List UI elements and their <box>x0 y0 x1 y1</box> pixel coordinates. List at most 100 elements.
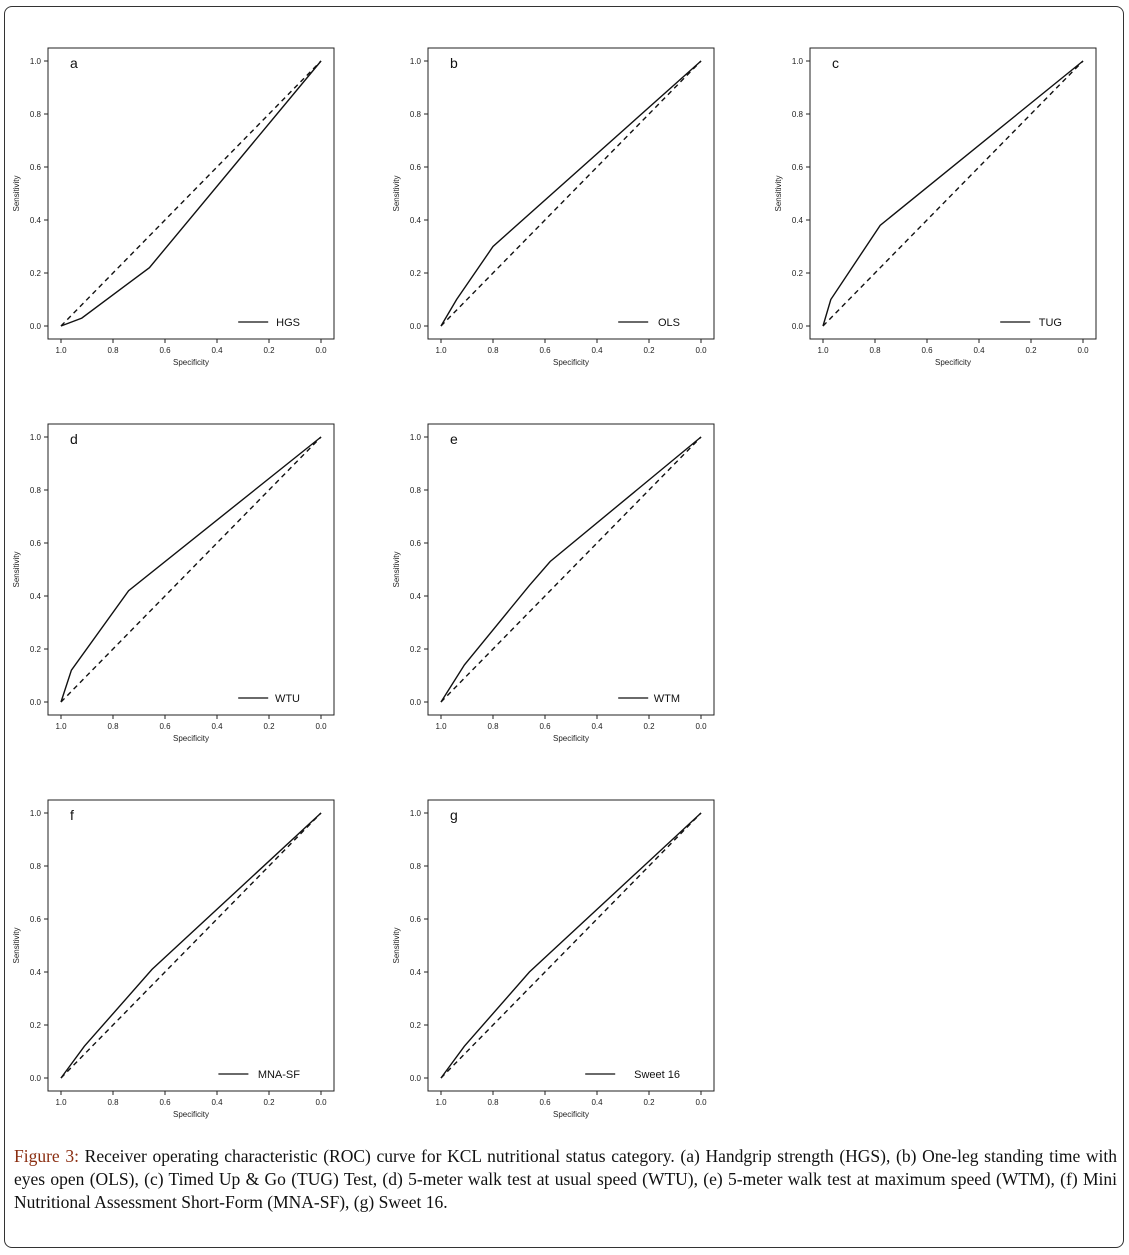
panel-letter: a <box>70 55 78 71</box>
x-tick-label: 0.0 <box>315 722 327 731</box>
reference-diagonal-line <box>440 812 702 1079</box>
y-tick-label: 0.4 <box>792 216 804 225</box>
y-axis-title: Sensitivity <box>392 551 401 587</box>
legend-label: HGS <box>276 317 300 329</box>
y-tick-label: 1.0 <box>792 57 804 66</box>
roc-panel-f: 1.0 0.8 0.6 0.4 0.2 0.0 0.0 0.2 0.4 0.6 0.8 1.0 Spec… <box>12 799 335 1119</box>
plot-frame <box>47 799 335 1092</box>
plot-frame <box>427 423 715 716</box>
x-tick-label: 1.0 <box>55 1098 67 1107</box>
legend-label: OLS <box>658 317 680 329</box>
y-tick-label: 0.8 <box>410 486 422 495</box>
y-axis-title: Sensitivity <box>774 175 783 211</box>
x-tick-label: 0.8 <box>487 722 499 731</box>
x-tick-label: 0.6 <box>159 722 171 731</box>
roc-curve-line <box>822 60 1084 327</box>
y-tick-label: 0.2 <box>30 645 42 654</box>
x-tick-label: 0.0 <box>695 722 707 731</box>
reference-diagonal-line <box>440 60 702 327</box>
x-tick-label: 0.8 <box>107 1098 119 1107</box>
y-tick-label: 0.8 <box>410 110 422 119</box>
roc-panel-a: 1.0 0.8 0.6 0.4 0.2 0.0 0.0 0.2 0.4 0.6 0.8 1.0 Spec… <box>12 47 335 367</box>
plot-frame <box>427 47 715 340</box>
legend-label: Sweet 16 <box>634 1069 680 1081</box>
reference-diagonal-line <box>60 60 322 327</box>
y-axis-title: Sensitivity <box>12 927 21 963</box>
x-tick-label: 1.0 <box>817 346 829 355</box>
x-tick-label: 0.0 <box>315 346 327 355</box>
x-tick-label: 1.0 <box>435 1098 447 1107</box>
y-tick-label: 0.2 <box>30 1021 42 1030</box>
roc-curve-line <box>440 436 702 703</box>
y-tick-label: 0.0 <box>30 698 42 707</box>
x-tick-label: 0.4 <box>211 722 223 731</box>
x-tick-label: 0.8 <box>487 346 499 355</box>
roc-curve-line <box>60 812 322 1079</box>
plot-frame <box>809 47 1097 340</box>
y-tick-label: 0.8 <box>410 862 422 871</box>
roc-panel-g: 1.0 0.8 0.6 0.4 0.2 0.0 0.0 0.2 0.4 0.6 0.8 1.0 Spec… <box>392 799 715 1119</box>
y-tick-label: 0.4 <box>410 216 422 225</box>
x-tick-label: 0.4 <box>211 1098 223 1107</box>
y-tick-label: 1.0 <box>30 809 42 818</box>
panel-letter: f <box>70 807 74 823</box>
y-tick-label: 0.4 <box>30 592 42 601</box>
panel-letter: b <box>450 55 458 71</box>
caption-text: Receiver operating characteristic (ROC) … <box>14 1146 1117 1212</box>
x-tick-label: 0.0 <box>695 346 707 355</box>
y-axis-title: Sensitivity <box>392 927 401 963</box>
x-tick-label: 1.0 <box>435 346 447 355</box>
y-tick-label: 0.2 <box>30 269 42 278</box>
y-tick-label: 0.0 <box>410 1074 422 1083</box>
y-tick-label: 1.0 <box>410 57 422 66</box>
x-tick-label: 0.4 <box>591 346 603 355</box>
figure-caption: Figure 3: Receiver operating characteris… <box>14 1145 1117 1214</box>
x-tick-label: 0.0 <box>1077 346 1089 355</box>
plot-frame <box>47 47 335 340</box>
x-tick-label: 0.2 <box>263 346 275 355</box>
x-tick-label: 0.2 <box>1025 346 1037 355</box>
y-tick-label: 0.6 <box>410 915 422 924</box>
reference-diagonal-line <box>440 436 702 703</box>
y-tick-label: 1.0 <box>30 433 42 442</box>
x-axis-title: Specificity <box>935 358 971 367</box>
y-tick-label: 0.2 <box>410 645 422 654</box>
legend-label: MNA-SF <box>258 1069 300 1081</box>
y-tick-label: 0.4 <box>410 592 422 601</box>
x-tick-label: 0.2 <box>263 722 275 731</box>
x-tick-label: 0.6 <box>539 346 551 355</box>
y-tick-label: 0.8 <box>30 862 42 871</box>
legend-label: WTM <box>654 693 680 705</box>
y-tick-label: 0.4 <box>30 216 42 225</box>
y-tick-label: 0.6 <box>30 539 42 548</box>
y-tick-label: 0.6 <box>410 539 422 548</box>
x-tick-label: 1.0 <box>435 722 447 731</box>
x-tick-label: 1.0 <box>55 346 67 355</box>
x-tick-label: 0.2 <box>643 346 655 355</box>
x-axis-title: Specificity <box>173 358 209 367</box>
y-axis-title: Sensitivity <box>12 175 21 211</box>
x-axis-title: Specificity <box>553 1110 589 1119</box>
y-tick-label: 0.2 <box>792 269 804 278</box>
figure-frame <box>4 6 1124 1248</box>
x-tick-label: 0.0 <box>695 1098 707 1107</box>
x-tick-label: 0.4 <box>973 346 985 355</box>
x-tick-label: 0.2 <box>643 722 655 731</box>
reference-diagonal-line <box>60 436 322 703</box>
y-tick-label: 1.0 <box>410 809 422 818</box>
roc-panel-d: 1.0 0.8 0.6 0.4 0.2 0.0 0.0 0.2 0.4 0.6 0.8 1.0 Spec… <box>12 423 335 743</box>
y-tick-label: 0.6 <box>410 163 422 172</box>
roc-curve-line <box>60 436 322 703</box>
roc-curve-line <box>440 60 702 327</box>
x-tick-label: 0.8 <box>869 346 881 355</box>
x-axis-title: Specificity <box>173 734 209 743</box>
x-axis-title: Specificity <box>173 1110 209 1119</box>
x-tick-label: 0.4 <box>211 346 223 355</box>
roc-curve-line <box>440 812 702 1079</box>
y-tick-label: 0.0 <box>30 322 42 331</box>
plot-frame <box>47 423 335 716</box>
legend-label: TUG <box>1039 317 1062 329</box>
y-tick-label: 0.2 <box>410 1021 422 1030</box>
x-tick-label: 0.6 <box>539 1098 551 1107</box>
reference-diagonal-line <box>60 812 322 1079</box>
